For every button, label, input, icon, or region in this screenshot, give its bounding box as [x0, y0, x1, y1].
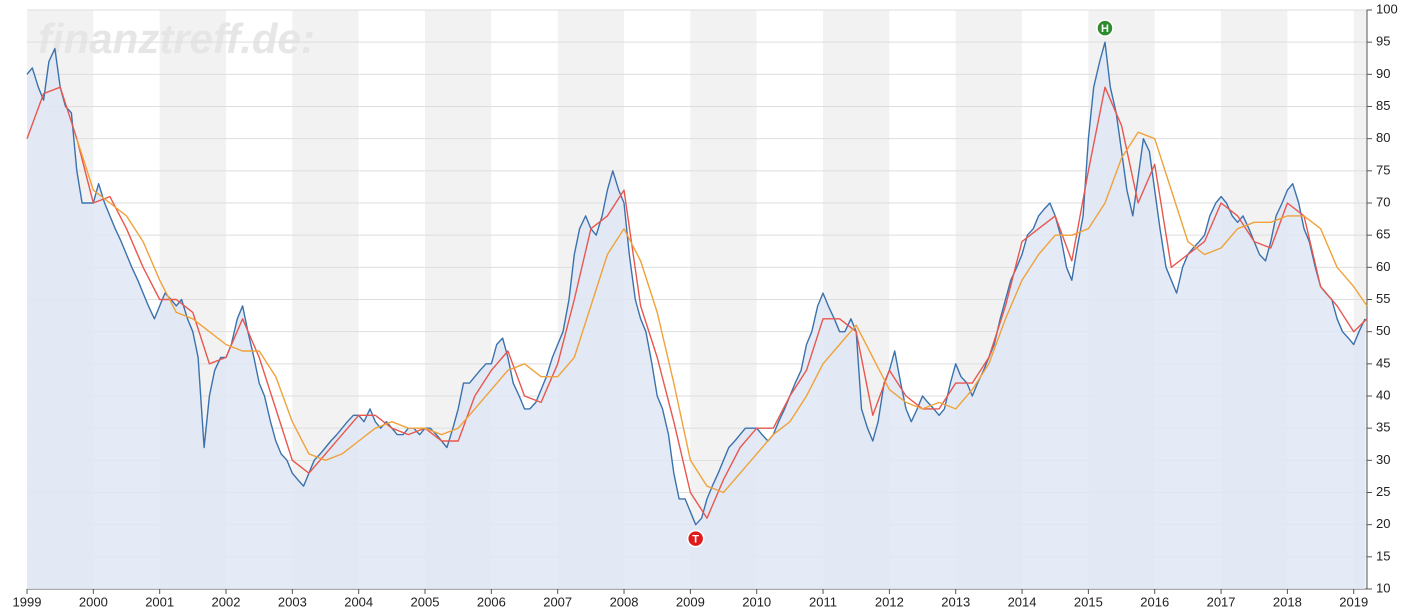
- marker: [1096, 19, 1114, 37]
- x-tick-label: 2016: [1140, 594, 1169, 609]
- x-tick-label: 2006: [477, 594, 506, 609]
- line: [26, 41, 1366, 526]
- y-tick-label: 25: [1376, 484, 1390, 499]
- y-tick-label: 45: [1376, 355, 1390, 370]
- x-tick-label: 2009: [676, 594, 705, 609]
- x-tick-label: 2013: [941, 594, 970, 609]
- y-tick-label: 55: [1376, 291, 1390, 306]
- x-tick-label: 2000: [79, 594, 108, 609]
- x-tick-label: 2012: [875, 594, 904, 609]
- x-tick-label: 2005: [411, 594, 440, 609]
- line: [76, 131, 1368, 494]
- y-tick-label: 85: [1376, 98, 1390, 113]
- y-tick-label: 70: [1376, 194, 1390, 209]
- y-tick-label: 75: [1376, 162, 1390, 177]
- y-tick-label: 60: [1376, 259, 1390, 274]
- marker-label: H: [1101, 23, 1109, 35]
- y-tick-label: 50: [1376, 323, 1390, 338]
- x-tick-label: 2002: [212, 594, 241, 609]
- line: [26, 86, 1368, 519]
- y-tick-label: 65: [1376, 227, 1390, 242]
- y-tick-label: 35: [1376, 420, 1390, 435]
- x-tick-label: 2001: [145, 594, 174, 609]
- area: [27, 42, 1365, 589]
- y-tick-label: 100: [1376, 1, 1398, 16]
- x-tick-label: 2003: [278, 594, 307, 609]
- x-tick-label: 2014: [1008, 594, 1037, 609]
- y-tick-label: 15: [1376, 548, 1390, 563]
- y-tick-label: 40: [1376, 387, 1390, 402]
- x-tick-label: 2004: [344, 594, 373, 609]
- y-tick-label: 80: [1376, 130, 1390, 145]
- x-tick-label: 2007: [543, 594, 572, 609]
- x-tick-label: 2010: [742, 594, 771, 609]
- x-tick-label: 2008: [610, 594, 639, 609]
- y-tick-label: 30: [1376, 452, 1390, 467]
- y-tick-label: 90: [1376, 66, 1390, 81]
- x-tick-label: 2017: [1207, 594, 1236, 609]
- marker-label: T: [692, 534, 699, 546]
- x-tick-label: 2011: [809, 594, 837, 609]
- marker: [686, 529, 705, 548]
- x-tick-label: 2015: [1074, 594, 1103, 609]
- x-tick-label: 2018: [1273, 594, 1302, 609]
- y-tick-label: 95: [1376, 34, 1390, 49]
- watermark: finanztreff.de:: [38, 15, 315, 62]
- x-tick-label: 2019: [1339, 594, 1368, 609]
- y-tick-label: 10: [1376, 580, 1390, 595]
- y-tick-label: 20: [1376, 516, 1390, 531]
- x-tick-label: 1999: [13, 594, 42, 609]
